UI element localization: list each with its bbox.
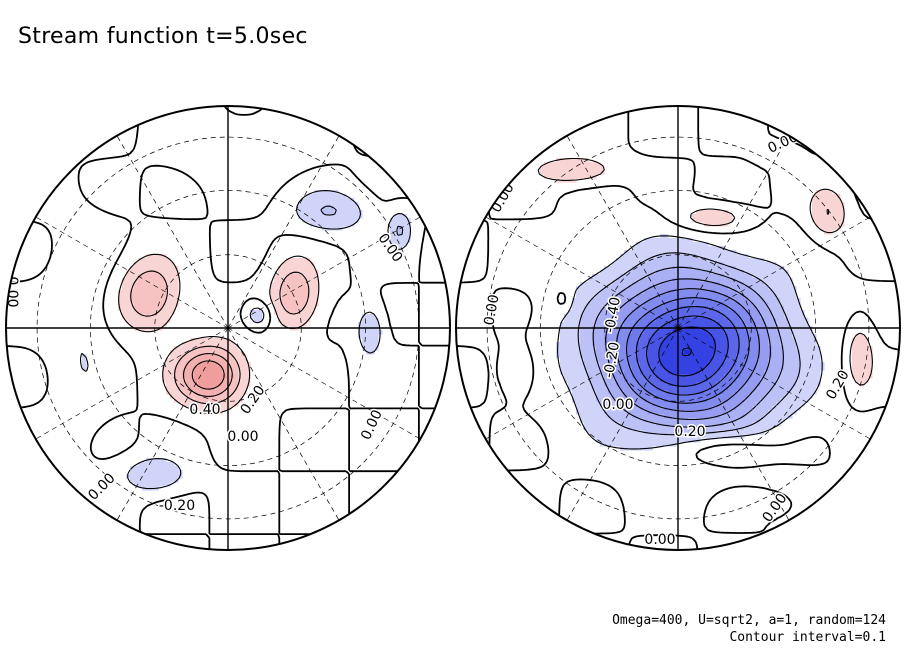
contour-line-negative <box>320 205 404 236</box>
contour-line-negative <box>635 306 740 396</box>
contour-label: 0.40 <box>189 402 220 418</box>
contour-line-negative <box>646 315 729 387</box>
contour-line-positive <box>182 352 233 397</box>
contour-line-positive <box>537 157 873 386</box>
hemisphere-panel: 0.000.000.00 -0.40-0.200.000.200.200.000.… <box>456 106 900 550</box>
panel-axes <box>6 106 450 550</box>
hemisphere-panel: 0.40 0.200.000.000.000.00-0.200.00 <box>6 106 450 550</box>
contour-label: 0.00 <box>644 532 675 548</box>
panel-outline <box>455 105 901 551</box>
parameters-note: Omega=400, U=sqrt2, a=1, random=124 <box>612 613 886 628</box>
contour-line-positive <box>130 270 310 405</box>
contour-line-negative <box>592 266 784 428</box>
contour-label: 0.20 <box>674 424 705 440</box>
contour-line-negative <box>626 297 750 404</box>
contour-label: -0.20 <box>159 498 195 514</box>
contour-label: 0.00 <box>227 429 258 445</box>
contour-interval-note: Contour interval=0.1 <box>729 630 886 645</box>
chart-title: Stream function t=5.0sec <box>18 24 308 49</box>
panel-outline <box>5 105 451 551</box>
contour-line-negative <box>681 347 693 357</box>
contour-label: 0.00 <box>602 397 633 413</box>
contour-line-negative <box>79 190 412 490</box>
contour-line-negative <box>557 235 823 450</box>
contour-line-negative <box>605 278 771 421</box>
panel-axes <box>456 106 900 550</box>
